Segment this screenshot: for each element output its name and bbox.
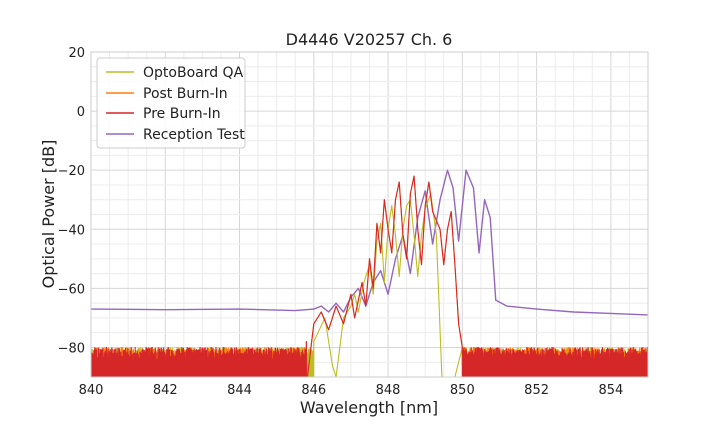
legend-box (96, 57, 246, 149)
y-axis-label: Optical Power [dB] (39, 140, 58, 289)
y-tick-label: 20 (68, 46, 85, 61)
chart-title: D4446 V20257 Ch. 6 (286, 30, 453, 49)
x-tick-label: 850 (450, 383, 475, 398)
x-tick-label: 848 (376, 383, 401, 398)
series-line-pre-burn-in (91, 175, 648, 377)
series-line-reception-test (91, 169, 648, 316)
y-tick-label: −40 (58, 223, 85, 238)
x-tick-label: 842 (153, 383, 178, 398)
x-tick-label: 840 (79, 383, 104, 398)
x-tick-label: 846 (301, 383, 326, 398)
legend-label-post-burn-in: Post Burn-In (143, 86, 228, 102)
x-tick-label: 852 (524, 383, 549, 398)
series-layer (91, 169, 648, 377)
y-tick-labels: −80 −60 −40 −20 0 20 (58, 46, 85, 356)
x-axis-label: Wavelength [nm] (300, 398, 438, 417)
legend-label-pre-burn-in: Pre Burn-In (143, 106, 221, 122)
x-tick-label: 854 (598, 383, 623, 398)
x-tick-labels: 840 842 844 846 848 850 852 854 (79, 383, 624, 398)
y-tick-label: −60 (58, 282, 85, 297)
legend: OptoBoard QA Post Burn-In Pre Burn-In Re… (96, 57, 246, 149)
y-tick-label: −20 (58, 164, 85, 179)
y-tick-label: 0 (77, 105, 85, 120)
plot-frame (90, 51, 649, 378)
legend-label-optoboard-qa: OptoBoard QA (143, 65, 244, 81)
y-tick-label: −80 (58, 341, 85, 356)
legend-label-reception-test: Reception Test (143, 127, 245, 143)
x-tick-label: 844 (227, 383, 252, 398)
